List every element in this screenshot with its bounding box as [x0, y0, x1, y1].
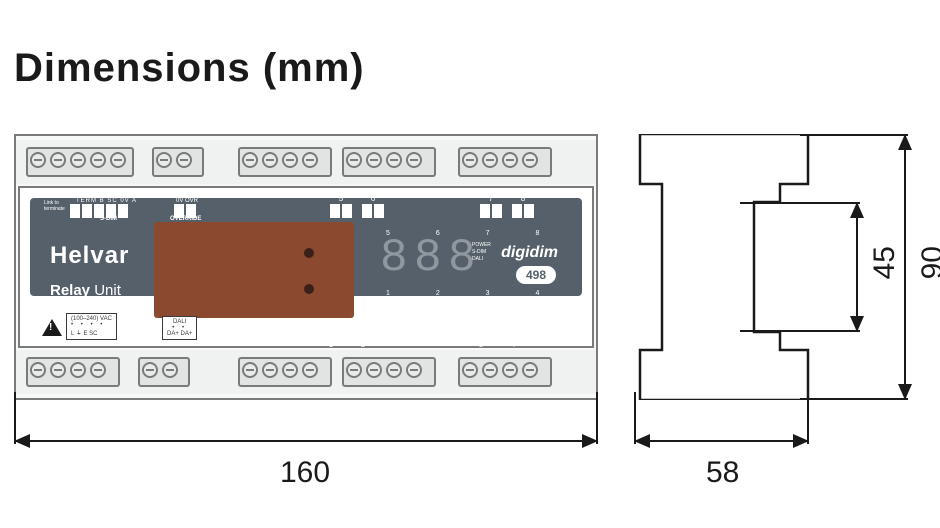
device-face-panel: Helvar Relay Unit Link to terminate TERM…: [18, 186, 594, 348]
brown-cover-panel: [154, 222, 354, 318]
terminal-block-top-2: [152, 147, 204, 177]
device-side-profile: [630, 134, 830, 400]
screw-dot-icon: [304, 284, 314, 294]
status-led-labels: POWER S-DIM DALI: [472, 242, 491, 263]
dali-block: DALI • • DA+ DA+: [162, 316, 197, 340]
link-terminate-label: Link to terminate: [44, 200, 65, 212]
relay-top-5-6: 5 6: [330, 204, 384, 218]
warning-icon: [42, 319, 62, 336]
screw-dot-icon: [304, 248, 314, 258]
relay-top-7-8: 7 8: [480, 204, 534, 218]
terminal-block-bot-1: [26, 357, 120, 387]
product-label: Relay Unit: [50, 282, 121, 299]
brand-label: Helvar: [50, 242, 129, 270]
terminal-block-bot-5: [458, 357, 552, 387]
terminal-block-bot-2: [138, 357, 190, 387]
relay-bot-1-2: 1 2: [320, 324, 374, 338]
terminal-block-top-5: [458, 147, 552, 177]
device-front-view: Helvar Relay Unit Link to terminate TERM…: [14, 134, 598, 400]
dim-label-58: 58: [706, 456, 739, 490]
relay-bot-3-4: 3 4: [470, 324, 524, 338]
bottom-terminal-strip: [16, 350, 596, 394]
terminal-block-top-1: [26, 147, 134, 177]
mains-block: (100–240) VAC • • • • L ⏚ E SC: [66, 313, 117, 340]
channel-labels-bottom: 1 2 3 4: [386, 290, 561, 297]
model-badge: 498: [516, 266, 556, 284]
terminal-block-bot-3: [238, 357, 332, 387]
terminal-block-bot-4: [342, 357, 436, 387]
seven-segment-display: [382, 240, 478, 286]
dim-label-45: 45: [868, 246, 902, 279]
terminal-block-top-4: [342, 147, 436, 177]
override-pin-block: [174, 204, 196, 218]
top-terminal-strip: [16, 140, 596, 184]
dim-label-160: 160: [280, 456, 330, 490]
sdim-pin-block: [70, 204, 128, 218]
terminal-block-top-3: [238, 147, 332, 177]
dim-label-90: 90: [916, 246, 940, 279]
page-title: Dimensions (mm): [14, 46, 365, 91]
digidim-logo: digidim: [501, 244, 558, 262]
